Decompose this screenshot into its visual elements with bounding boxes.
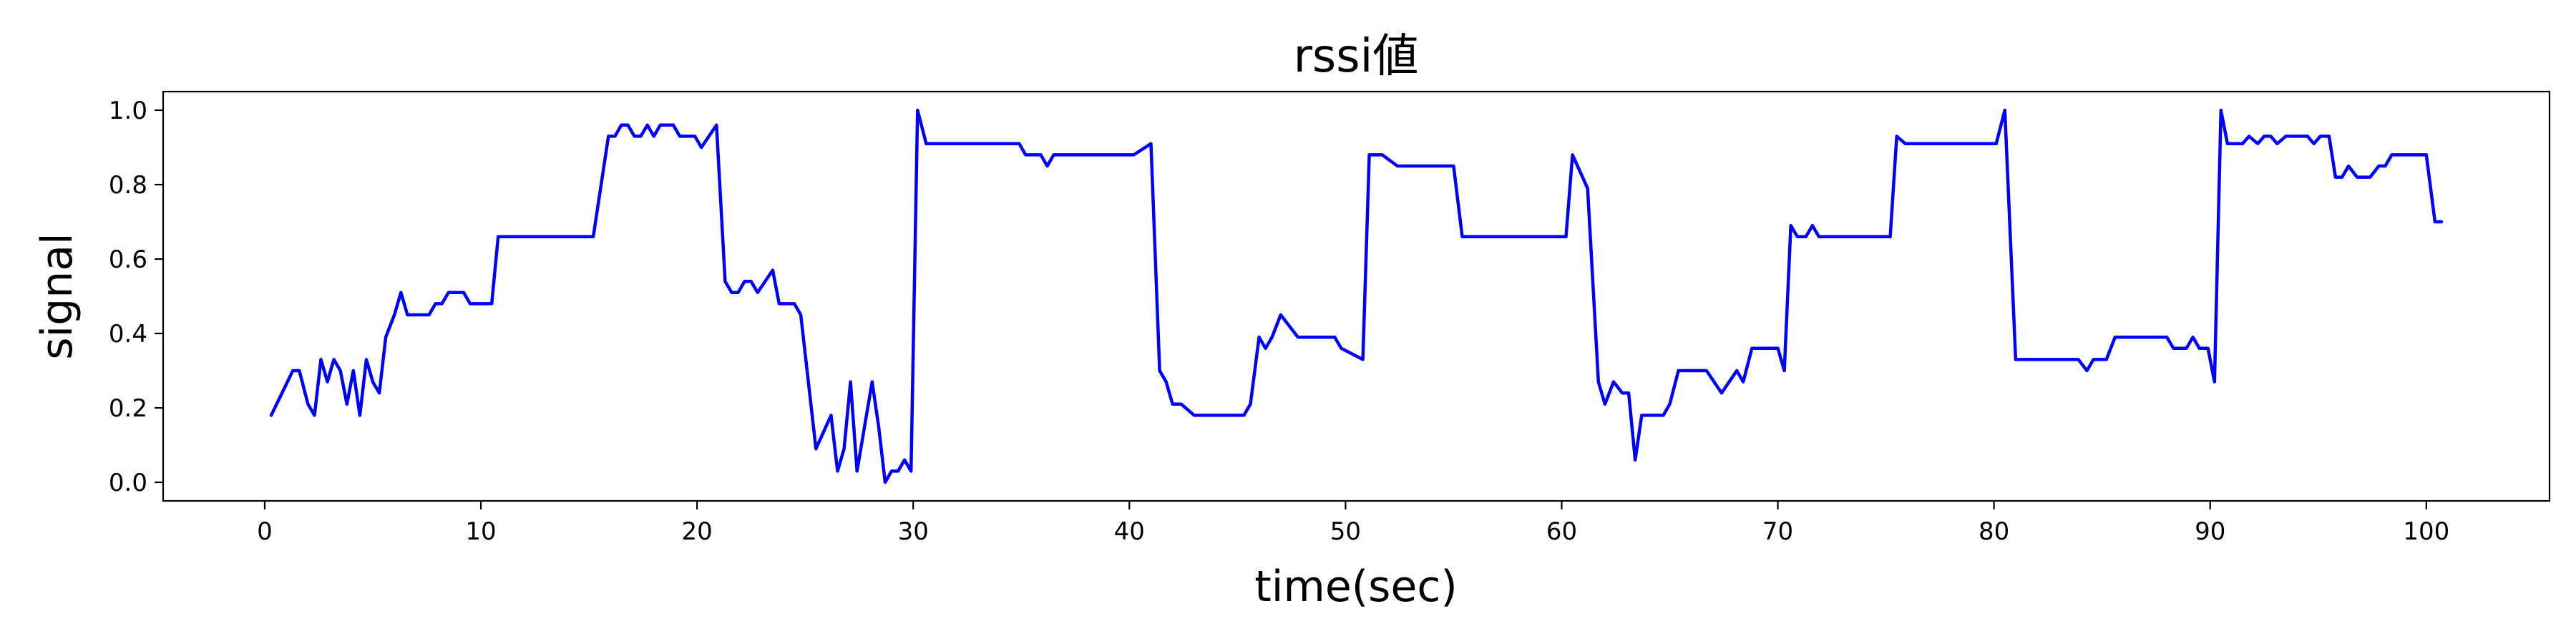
x-tick-label: 40: [1114, 517, 1145, 546]
x-tick-label: 10: [465, 517, 496, 546]
x-tick-label: 100: [2403, 517, 2449, 546]
x-tick-label: 90: [2195, 517, 2225, 546]
x-tick-label: 0: [257, 517, 273, 546]
series-layer: [269, 108, 2444, 484]
y-tick-label: 0.6: [109, 245, 147, 274]
x-axis: 0 10 20 30 40 50 60 70 80 90 100: [257, 501, 2449, 546]
x-tick-label: 50: [1330, 517, 1361, 546]
x-axis-label: time(sec): [1254, 562, 1458, 612]
chart-title: rssi値: [1294, 30, 1419, 83]
y-tick-label: 1.0: [109, 97, 147, 125]
y-axis: 0.0 0.2 0.4 0.6 0.8 1.0: [109, 97, 163, 497]
x-tick-label: 20: [682, 517, 713, 546]
y-axis-label: signal: [32, 233, 82, 359]
x-tick-label: 70: [1762, 517, 1793, 546]
y-tick-label: 0.8: [109, 171, 147, 200]
plot-frame: [162, 90, 2551, 502]
y-tick-label: 0.2: [109, 394, 147, 423]
x-tick-label: 30: [898, 517, 929, 546]
x-tick-label: 80: [1979, 517, 2009, 546]
x-tick-label: 60: [1546, 517, 1577, 546]
y-tick-label: 0.4: [109, 320, 147, 348]
series-line: [269, 108, 2444, 484]
y-tick-label: 0.0: [109, 469, 147, 497]
